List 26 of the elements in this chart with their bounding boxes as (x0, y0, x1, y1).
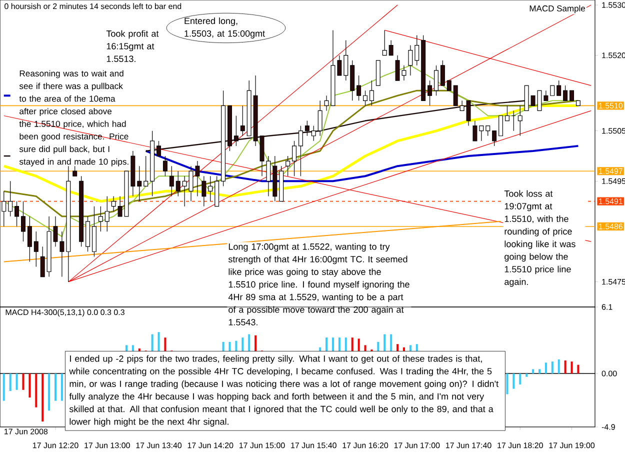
x-tick-label: 17 Jun 17:00 (394, 442, 440, 448)
annotation: MACD Sample (530, 5, 586, 14)
ref-line-label: 1.5497 (599, 168, 622, 174)
annotation: Took profit at 16:15gmt at 1.5513. (106, 30, 159, 62)
ref-line-label: 1.5510 (599, 102, 623, 109)
x-tick-label: 17 Jun 15:40 (291, 442, 336, 448)
ref-line-label: 1.5486 (599, 224, 622, 230)
annotation: MACD H4-300(5,13,1) 0.0 0.3 0.3 (6, 309, 124, 317)
annotation: 0 hoursish or 2 minutes 14 seconds left to bar end (4, 3, 182, 10)
y-tick-label: -4.9 (602, 424, 615, 430)
annotation: Long 17:00gmt at 1.5522, wanting to try strength of that 4Hr 16:00gmt TC. It seemed like price was going to stay above the 1.5510 price line. I found myself ignoring the 4Hr 89 sma at 1.5529, wanting to be a part of a possible move toward the 200 again at 1.5543. (228, 243, 410, 326)
ref-line-label: 1.5491 (599, 198, 622, 204)
text: 17 Jun 2008 (4, 428, 48, 434)
x-tick-label: 17 Jun 13:00 (84, 442, 130, 448)
y-tick-label: 6.1 (602, 304, 612, 310)
x-tick-label: 17 Jun 12:20 (32, 442, 78, 448)
x-tick-label: 17 Jun 19:00 (549, 442, 595, 448)
x-tick-label: 17 Jun 14:20 (188, 442, 234, 448)
x-tick-label: 17 Jun 17:40 (446, 442, 492, 448)
x-tick-label: 17 Jun 13:40 (136, 442, 182, 448)
x-tick-label: 17 Jun 18:20 (498, 442, 543, 448)
annotation: Took loss at 19:07gmt at 1.5510, with the rounding of price looking like it was going below the 1.5510 price line again. (504, 190, 576, 287)
annotation: Entered long, 1.5503, at 15:00gmt (184, 17, 265, 38)
x-tick-label: 17 Jun 16:20 (342, 442, 388, 448)
x-tick-label: 17 Jun 15:00 (239, 442, 285, 448)
y-tick-label: 0.00 (602, 370, 617, 376)
